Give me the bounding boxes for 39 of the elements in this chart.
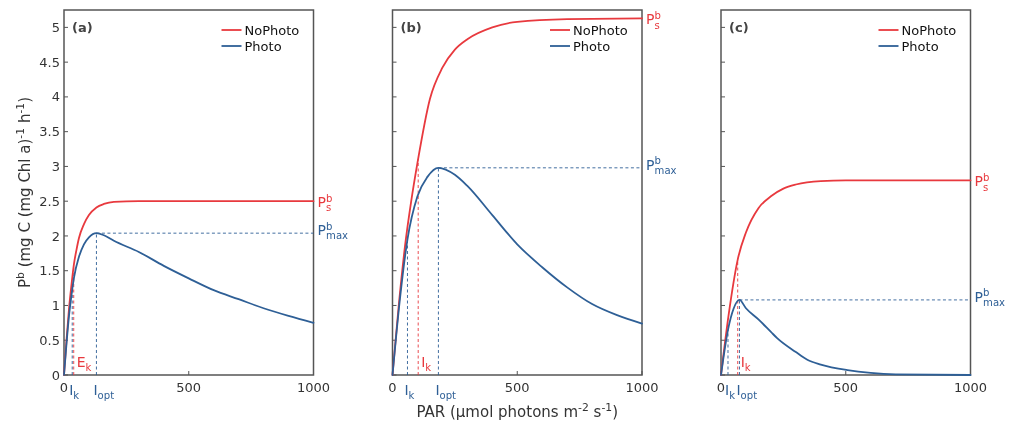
y-tick-label: 0 [51, 367, 60, 383]
ref-line-label: I$_{k}$ [740, 354, 751, 374]
y-tick-label: 2.5 [39, 193, 60, 209]
line-series [63, 232, 315, 376]
legend-label: Photo [244, 38, 282, 54]
ref-line-label: I$_{opt}$ [435, 382, 457, 402]
ref-line-label: I$_{k}$ [421, 354, 432, 374]
text: (b) [400, 20, 422, 35]
y-tick-label: 1 [51, 298, 60, 314]
legend-label: NoPhoto [573, 22, 628, 38]
ref-line-label: I$_{opt}$ [93, 382, 115, 402]
y-tick-label: 0.5 [39, 332, 60, 348]
y-tick-label: 3.5 [39, 124, 60, 140]
text: (a) [72, 20, 93, 35]
legend-label: Photo [573, 38, 611, 54]
ref-line-label: I$_{opt}$ [736, 382, 758, 402]
x-tick-label: 500 [504, 380, 530, 395]
x-tick-label: 1000 [953, 380, 988, 395]
y-tick-label: 5 [51, 19, 60, 35]
y-tick-label: 4 [51, 89, 60, 105]
x-tick-label: 1000 [625, 380, 659, 395]
legend-label: Photo [901, 38, 939, 54]
ref-line-label: I$_{k}$ [69, 382, 80, 402]
x-tick-label: 0 [388, 380, 397, 395]
text: (c) [729, 20, 749, 35]
y-tick-label: 3 [51, 158, 60, 174]
ref-line-label: E$_{k}$ [76, 354, 92, 374]
x-tick-label: 500 [176, 380, 202, 395]
ref-line-label: I$_{k}$ [724, 382, 736, 402]
y-tick-label: 1.5 [39, 263, 60, 279]
x-tick-label: 1000 [296, 380, 331, 395]
x-tick-label: 500 [833, 380, 859, 395]
legend-label: NoPhoto [244, 22, 300, 38]
ref-line-label: I$_{k}$ [404, 382, 415, 402]
y-tick-label: 4.5 [39, 54, 60, 70]
x-axis-title: PAR (µmol photons m$^{-2}$ s$^{-1}$) [416, 401, 619, 421]
legend-label: NoPhoto [901, 22, 957, 38]
x-tick-label: 0 [716, 380, 726, 395]
y-tick-label: 2 [51, 228, 60, 244]
